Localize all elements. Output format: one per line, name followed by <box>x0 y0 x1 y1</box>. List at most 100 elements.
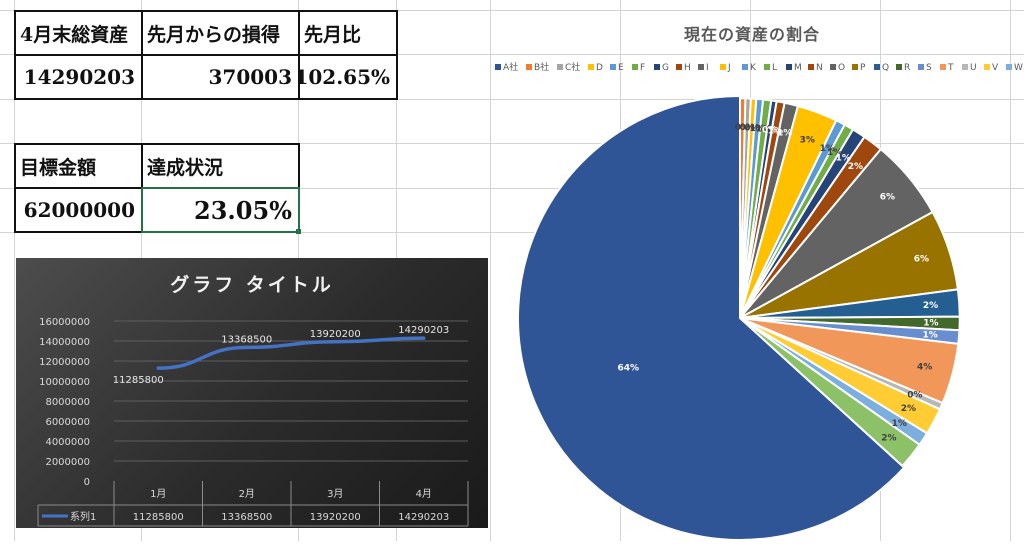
summary-value-month-ratio[interactable]: 102.65% <box>298 54 398 100</box>
legend-label: P <box>860 63 866 73</box>
legend-swatch <box>557 64 563 70</box>
line-chart: グラフ タイトル 0 2000000 4000000 6000000 8000000 10… <box>37 273 469 527</box>
legend-label: B社 <box>534 61 549 73</box>
y-tick-label: 2000000 <box>45 457 90 468</box>
cell-fill-handle[interactable] <box>296 229 301 234</box>
y-tick-label: 0 <box>84 477 90 488</box>
legend-label: C社 <box>565 61 580 73</box>
y-tick-label: 10000000 <box>39 377 90 388</box>
legend-label: N <box>816 63 823 73</box>
legend-swatch <box>874 64 880 70</box>
series-legend-label: 系列1 <box>70 510 96 523</box>
legend-swatch <box>632 64 638 70</box>
pie-data-label: 6% <box>914 255 929 265</box>
table-value-cell: 14290203 <box>398 512 449 523</box>
pie-slice <box>739 317 921 468</box>
pie-data-label: 6% <box>880 193 895 203</box>
legend-swatch <box>896 64 902 70</box>
pie-data-label: 1% <box>923 319 938 329</box>
pie-data-label: 3% <box>800 135 815 145</box>
pie-chart-legend: A社B社C社DEFGHIJKLMNOPQRSTUVW現金残高 <box>495 61 1023 73</box>
legend-label: M <box>794 63 802 73</box>
pie-chart: 現在の資産の割合 A社B社C社DEFGHIJKLMNOPQRSTUVW現金残高 … <box>495 25 1023 541</box>
y-tick-label: 8000000 <box>45 397 90 408</box>
data-label: 11285800 <box>113 375 164 386</box>
line-chart-panel[interactable]: グラフ タイトル 0 2000000 4000000 6000000 8000000 10… <box>16 258 488 528</box>
pie-data-label: 2% <box>923 301 938 311</box>
table-value-cell: 11285800 <box>133 512 184 523</box>
legend-label: U <box>970 63 977 73</box>
pie-data-label: 2% <box>901 404 916 414</box>
legend-label: F <box>640 63 645 73</box>
pie-data-label: 0% <box>744 123 759 133</box>
legend-swatch <box>495 64 501 70</box>
line-chart-title: グラフ タイトル <box>170 273 334 296</box>
pie-data-label: 1% <box>768 126 783 136</box>
pie-chart-data-labels: 64%0%0%0%1%1%0%1%1%3%1%1%1%2%6%6%2%1%1%4… <box>618 123 939 443</box>
legend-label: Q <box>882 63 889 73</box>
legend-swatch <box>526 64 532 70</box>
line-chart-gridlines <box>114 320 468 462</box>
legend-label: K <box>750 63 757 73</box>
pie-data-label: 1% <box>750 124 765 134</box>
data-label: 13368500 <box>221 334 272 345</box>
pie-data-label: 2% <box>848 162 863 172</box>
pie-chart-slices <box>517 94 961 541</box>
pie-data-label: 1% <box>923 331 938 341</box>
summary-value-monthly-gain[interactable]: 370003 <box>141 54 300 100</box>
pie-data-label: 0% <box>739 123 754 133</box>
legend-swatch <box>742 64 748 70</box>
line-chart-data-labels: 11285800 13368500 13920200 14290203 <box>113 325 449 386</box>
summary-header-month-ratio[interactable]: 先月比 <box>298 10 398 56</box>
legend-label: H <box>684 63 691 73</box>
legend-swatch <box>918 64 924 70</box>
y-tick-label: 6000000 <box>45 417 90 428</box>
pie-data-label: 0% <box>735 123 750 133</box>
legend-swatch <box>852 64 858 70</box>
legend-label: V <box>992 63 999 73</box>
summary-header-monthly-gain[interactable]: 先月からの損得 <box>141 10 300 56</box>
legend-label: A社 <box>503 61 518 73</box>
category-label: 3月 <box>327 488 343 500</box>
goal-header-target-amount[interactable]: 目標金額 <box>14 143 143 189</box>
legend-swatch <box>984 64 990 70</box>
pie-data-label: 1% <box>836 153 851 163</box>
legend-label: G <box>662 63 669 73</box>
category-label: 2月 <box>239 488 255 500</box>
pie-chart-title: 現在の資産の割合 <box>684 25 820 44</box>
summary-value-total-assets[interactable]: 14290203 <box>14 54 143 100</box>
legend-swatch <box>808 64 814 70</box>
pie-chart-panel[interactable]: 現在の資産の割合 A社B社C社DEFGHIJKLMNOPQRSTUVW現金残高 … <box>490 0 1024 541</box>
category-label: 4月 <box>416 488 432 500</box>
legend-swatch <box>962 64 968 70</box>
goal-value-target-amount[interactable]: 62000000 <box>14 187 143 233</box>
legend-swatch <box>610 64 616 70</box>
line-chart-series <box>156 336 426 370</box>
line-chart-y-axis: 0 2000000 4000000 6000000 8000000 10000000 120… <box>39 317 90 488</box>
pie-data-label: 1% <box>756 125 771 135</box>
category-label: 1月 <box>150 488 166 500</box>
summary-header-total-assets[interactable]: 4月末総資産 <box>14 10 143 56</box>
series-line <box>156 336 426 370</box>
pie-data-label: 1% <box>777 128 792 138</box>
legend-label: O <box>838 63 845 73</box>
goal-header-progress[interactable]: 達成状況 <box>141 143 300 189</box>
legend-swatch <box>786 64 792 70</box>
pie-data-label: 2% <box>881 434 896 444</box>
legend-label: R <box>904 63 910 73</box>
legend-swatch <box>588 64 594 70</box>
pie-slice <box>517 94 906 541</box>
legend-swatch <box>676 64 682 70</box>
legend-label: L <box>772 63 777 73</box>
legend-label: J <box>727 63 731 73</box>
legend-swatch <box>720 64 726 70</box>
legend-swatch <box>764 64 770 70</box>
legend-swatch <box>1006 64 1012 70</box>
pie-data-label: 4% <box>917 363 932 373</box>
goal-value-progress[interactable]: 23.05% <box>141 187 300 233</box>
pie-data-label: 0% <box>762 125 777 135</box>
line-chart-data-table: 1月 11285800 2月 13368500 3月 13920200 4月 14290203… <box>37 481 469 527</box>
legend-swatch <box>654 64 660 70</box>
pie-data-label: 1% <box>820 144 835 154</box>
legend-label: E <box>618 63 624 73</box>
